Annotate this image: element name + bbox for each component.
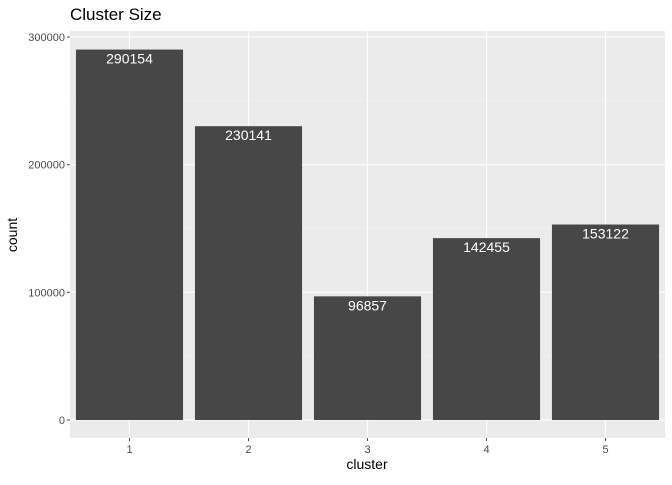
x-tick-label: 3: [364, 444, 370, 456]
bar: [551, 224, 660, 420]
x-tick-label: 2: [245, 444, 251, 456]
data-label: 290154: [106, 51, 153, 67]
data-label: 153122: [582, 226, 629, 242]
y-tick-label: 200000: [28, 160, 65, 172]
bar: [194, 126, 303, 421]
y-tick-label: 0: [59, 415, 65, 427]
bar: [432, 238, 541, 420]
data-label: 142455: [463, 239, 510, 255]
y-tick-label: 300000: [28, 32, 65, 44]
bar: [75, 49, 184, 420]
x-axis: 1 2 3 4 5: [126, 438, 609, 456]
bar: [313, 296, 422, 420]
y-tick-label: 100000: [28, 287, 65, 299]
y-axis-title: count: [4, 218, 20, 252]
x-tick-label: 5: [602, 444, 608, 456]
x-axis-title: cluster: [346, 456, 388, 472]
data-label: 96857: [348, 297, 387, 313]
data-label: 230141: [225, 127, 272, 143]
bars: [75, 49, 660, 421]
chart-title: Cluster Size: [70, 5, 162, 24]
x-tick-label: 1: [126, 444, 132, 456]
data-labels: 290154 230141 96857 142455 153122: [106, 51, 629, 314]
x-tick-label: 4: [483, 444, 489, 456]
y-axis: 0 100000 200000 300000: [28, 32, 70, 427]
